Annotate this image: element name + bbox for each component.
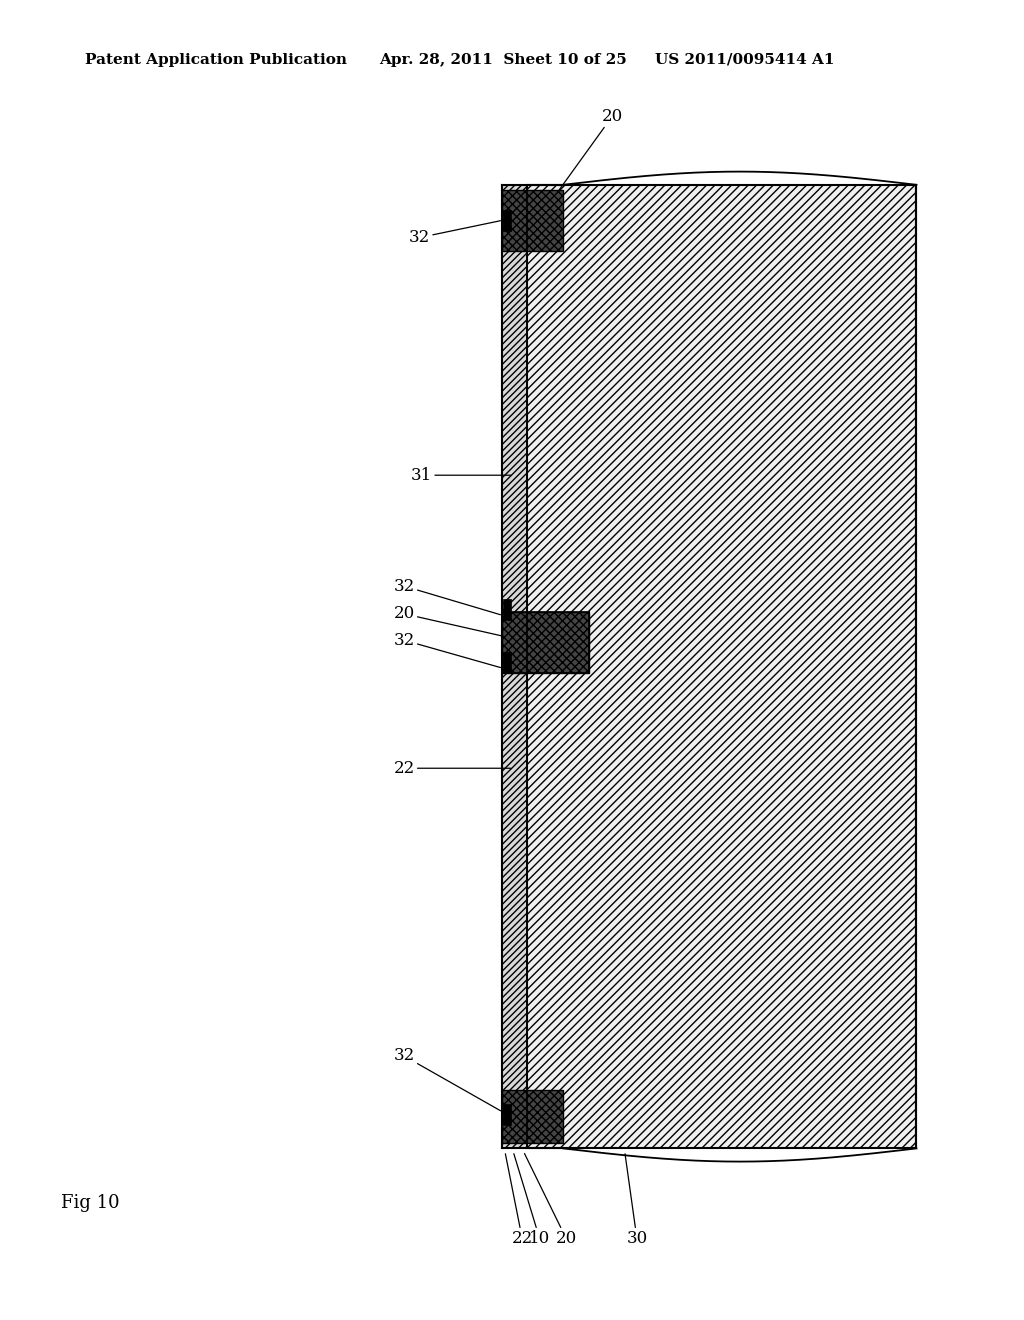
Text: 30: 30: [625, 1154, 647, 1247]
Text: 32: 32: [409, 220, 501, 246]
Bar: [502, 190, 563, 251]
Bar: [502, 612, 589, 673]
Text: 31: 31: [411, 467, 511, 483]
Text: US 2011/0095414 A1: US 2011/0095414 A1: [655, 53, 835, 67]
Text: 32: 32: [393, 578, 501, 615]
Text: 20: 20: [393, 606, 531, 643]
Text: 32: 32: [393, 632, 501, 668]
Bar: [502, 185, 527, 1148]
Bar: [503, 599, 511, 620]
Text: 32: 32: [393, 1048, 501, 1110]
Bar: [503, 210, 511, 231]
Bar: [502, 1090, 563, 1143]
Bar: [527, 185, 916, 1148]
Text: 10: 10: [514, 1154, 550, 1247]
Text: 22: 22: [506, 1154, 532, 1247]
Text: Apr. 28, 2011  Sheet 10 of 25: Apr. 28, 2011 Sheet 10 of 25: [379, 53, 627, 67]
Text: 20: 20: [559, 108, 623, 190]
Text: Patent Application Publication: Patent Application Publication: [85, 53, 347, 67]
Text: 22: 22: [393, 760, 511, 776]
Text: 20: 20: [524, 1154, 577, 1247]
Bar: [503, 1104, 511, 1125]
Bar: [503, 652, 511, 673]
Text: Fig 10: Fig 10: [61, 1193, 120, 1212]
